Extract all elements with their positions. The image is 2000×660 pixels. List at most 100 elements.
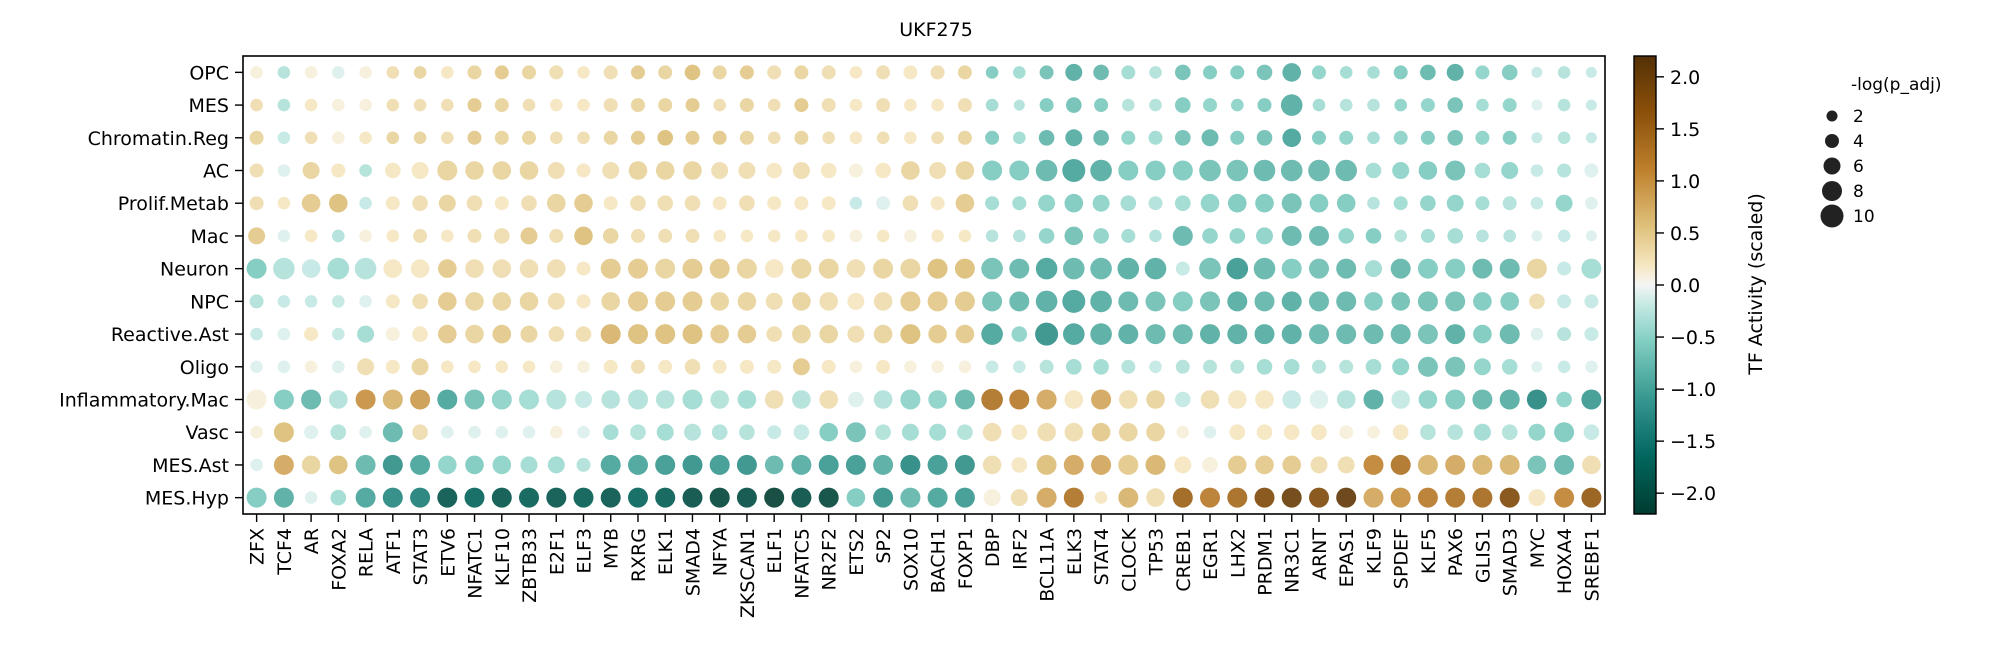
dot-MES.Ast-NR2F2 [818, 454, 839, 475]
dot-Prolif.Metab-CLOCK [1120, 195, 1137, 211]
dot-Reactive.Ast-ELK3 [1063, 323, 1085, 345]
dot-Vasc-CLOCK [1119, 422, 1138, 442]
dot-Chromatin.Reg-ZFX [249, 130, 264, 145]
dot-Mac-FOXA2 [332, 229, 345, 243]
dot-Chromatin.Reg-DBP [985, 130, 1000, 145]
dot-Neuron-ETV6 [438, 259, 457, 278]
dot-MES.Hyp-ZFX [246, 487, 267, 508]
dot-Vasc-IRF2 [1011, 424, 1028, 441]
dot-Mac-STAT4 [1093, 228, 1109, 244]
dot-Oligo-KLF10 [495, 360, 509, 374]
dot-Inflammatory.Mac-MYC [1526, 389, 1547, 410]
x-tick-label: SMAD3 [1500, 528, 1522, 596]
dot-Mac-ELF1 [767, 229, 781, 243]
dot-Mac-TP53 [1149, 229, 1162, 243]
dot-Oligo-ELK3 [1066, 359, 1082, 375]
y-tick-label: AC [203, 161, 229, 183]
dot-MES.Hyp-SOX10 [900, 487, 921, 508]
dot-OPC-ETS2 [849, 66, 863, 79]
dot-Vasc-ARNT [1311, 424, 1327, 441]
dot-AC-STAT4 [1090, 159, 1112, 182]
dot-Oligo-RELA [357, 358, 375, 376]
dot-MES-CREB1 [1175, 97, 1191, 113]
dot-OPC-ZBTB33 [522, 65, 536, 80]
dot-MES.Ast-KLF10 [492, 455, 512, 475]
dot-MES.Ast-E2F1 [547, 456, 565, 474]
dot-Oligo-CLOCK [1121, 359, 1136, 374]
dot-Chromatin.Reg-STAT4 [1093, 130, 1109, 146]
dot-AC-CREB1 [1172, 160, 1193, 181]
dot-Oligo-MYB [603, 359, 618, 374]
dot-Vasc-DBP [982, 422, 1002, 442]
dot-Reactive.Ast-ELK1 [655, 324, 676, 345]
dot-Mac-PRDM1 [1256, 227, 1273, 245]
size-legend-label: 6 [1853, 157, 1864, 177]
dot-MES-FOXP1 [957, 98, 972, 113]
dot-MES-RELA [359, 98, 372, 112]
dot-MES.Ast-HOXA4 [1554, 454, 1575, 475]
dot-Chromatin.Reg-EPAS1 [1339, 130, 1354, 145]
dot-Oligo-KLF9 [1365, 359, 1382, 375]
dot-OPC-MYB [603, 65, 618, 80]
dot-OPC-ELK3 [1065, 63, 1083, 81]
dot-AC-ELK3 [1062, 159, 1086, 182]
dot-MES-FOXA2 [332, 98, 345, 112]
dot-Oligo-MYC [1531, 361, 1543, 373]
dot-Prolif.Metab-ZFX [249, 196, 264, 211]
dot-Neuron-DBP [981, 257, 1003, 280]
dot-OPC-CREB1 [1175, 64, 1191, 81]
dot-Chromatin.Reg-CLOCK [1121, 130, 1136, 145]
dot-Chromatin.Reg-CREB1 [1175, 130, 1191, 146]
dot-Vasc-MYB [602, 424, 619, 441]
dot-Chromatin.Reg-SMAD4 [685, 130, 700, 145]
dot-AC-ZKSCAN1 [738, 162, 756, 179]
dot-MES.Ast-ETV6 [438, 455, 457, 475]
x-tick-label: HOXA4 [1554, 528, 1576, 594]
dot-Vasc-ELF1 [767, 425, 782, 440]
dot-MES.Ast-ELK1 [655, 454, 676, 475]
dot-NPC-ETV6 [438, 292, 457, 311]
dot-Neuron-KLF5 [1417, 258, 1438, 279]
dot-OPC-ATF1 [386, 66, 400, 79]
dot-Neuron-NFATC1 [465, 259, 484, 278]
dot-MES.Hyp-ETS2 [846, 488, 866, 507]
dot-MES.Ast-EGR1 [1202, 457, 1218, 473]
dot-Chromatin.Reg-GLIS1 [1475, 130, 1490, 145]
dot-Vasc-MYC [1528, 423, 1546, 441]
dot-MES.Ast-EPAS1 [1337, 456, 1355, 474]
dot-MES.Hyp-FOXP1 [954, 487, 975, 508]
dot-Mac-EGR1 [1202, 228, 1218, 244]
dot-Inflammatory.Mac-SPDEF [1391, 390, 1410, 409]
dot-MES-ARNT [1312, 98, 1326, 112]
dot-Chromatin.Reg-EGR1 [1201, 129, 1219, 147]
dot-Neuron-ZBTB33 [519, 259, 539, 278]
y-tick-label: Prolif.Metab [118, 193, 229, 215]
dot-OPC-RXRG [631, 65, 645, 80]
x-tick-label: SP2 [873, 528, 895, 564]
dot-Mac-SPDEF [1394, 229, 1407, 243]
dot-Mac-KLF5 [1420, 228, 1435, 243]
dot-MES-PRDM1 [1257, 98, 1272, 113]
dot-Vasc-BACH1 [929, 423, 947, 441]
dot-MES-GLIS1 [1476, 98, 1489, 112]
dot-NPC-GLIS1 [1473, 292, 1492, 311]
dot-Inflammatory.Mac-KLF9 [1363, 389, 1384, 410]
dot-NPC-ZKSCAN1 [737, 292, 757, 311]
dot-Neuron-SMAD3 [1499, 258, 1520, 279]
dot-Mac-ARNT [1309, 225, 1329, 246]
dot-Mac-ATF1 [386, 229, 400, 243]
dot-OPC-RELA [359, 66, 372, 79]
dot-Chromatin.Reg-BCL11A [1038, 130, 1055, 146]
dot-Chromatin.Reg-NR2F2 [822, 131, 835, 145]
dot-Chromatin.Reg-SP2 [876, 131, 890, 145]
dot-OPC-ZFX [250, 66, 263, 79]
dot-Oligo-CREB1 [1175, 359, 1190, 374]
y-tick-label: Reactive.Ast [111, 324, 229, 346]
y-tick-label: OPC [189, 62, 229, 84]
dot-NPC-CREB1 [1172, 291, 1193, 312]
dot-MES-NFATC5 [794, 98, 809, 113]
dot-Oligo-SMAD3 [1501, 359, 1518, 375]
dot-Neuron-EGR1 [1199, 257, 1221, 280]
dot-Inflammatory.Mac-BCL11A [1036, 389, 1057, 410]
dot-Prolif.Metab-SMAD4 [684, 195, 701, 211]
